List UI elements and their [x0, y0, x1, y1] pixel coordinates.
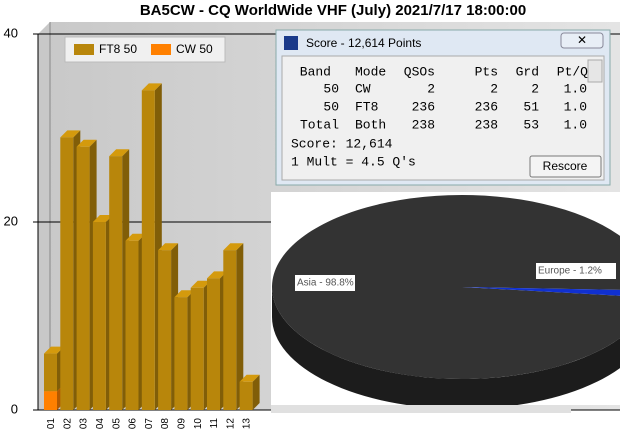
bar-top — [141, 83, 162, 91]
window-title: Score - 12,614 Points — [306, 36, 421, 50]
bar — [223, 250, 237, 410]
bar-top — [60, 130, 81, 138]
bar — [60, 137, 74, 410]
bar-top — [190, 280, 211, 288]
legend-swatch — [151, 44, 171, 55]
pie-label: Asia - 98.8% — [297, 278, 354, 289]
bar-top — [239, 374, 260, 382]
table-cell: CW — [355, 81, 371, 96]
rescore-label[interactable]: Rescore — [543, 159, 588, 173]
column-header: Band — [300, 64, 331, 79]
pie-slice — [462, 287, 620, 296]
app-icon — [284, 36, 298, 50]
bar — [44, 353, 57, 392]
bar — [141, 90, 155, 411]
bar — [92, 222, 106, 410]
table-cell: 50 — [323, 81, 339, 96]
x-tick-label: 13 — [242, 418, 253, 430]
x-tick-label: 09 — [177, 418, 188, 430]
bar — [44, 391, 57, 410]
bar-top — [223, 243, 244, 251]
y-tick-label: 0 — [11, 401, 18, 416]
pie-label: Europe - 1.2% — [538, 266, 602, 277]
table-cell: 1.0 — [564, 117, 587, 132]
pie-slice — [272, 195, 620, 379]
column-header: Mode — [355, 64, 386, 79]
table-cell: 236 — [412, 99, 435, 114]
bar — [109, 156, 123, 410]
x-tick-label: 04 — [95, 418, 106, 430]
bar — [158, 250, 172, 410]
pie-wall — [272, 287, 620, 405]
close-button[interactable] — [560, 32, 604, 49]
y-tick-label: 40 — [4, 25, 18, 40]
bar-top — [207, 271, 227, 279]
bar — [76, 146, 90, 411]
bar — [239, 381, 253, 410]
x-tick-label: 05 — [111, 418, 122, 430]
bar-side — [252, 374, 260, 410]
x-tick-label: 12 — [225, 418, 236, 430]
bar — [174, 297, 188, 410]
scrollbar[interactable] — [587, 59, 603, 83]
mult-text: 1 Mult = 4.5 Q's — [291, 154, 416, 169]
x-tick-label: 08 — [160, 418, 171, 430]
table-cell: 50 — [323, 99, 339, 114]
table-cell: 1.0 — [564, 99, 587, 114]
x-tick-label: 01 — [46, 418, 57, 430]
bar-side — [236, 243, 244, 410]
table-cell: 2 — [531, 81, 539, 96]
table-cell: 236 — [475, 99, 498, 114]
legend-label: CW 50 — [176, 42, 213, 56]
column-header: Grd — [516, 64, 539, 79]
x-tick-label: 03 — [79, 418, 90, 430]
bar-top — [92, 215, 113, 222]
x-tick-label: 11 — [209, 418, 220, 429]
legend-swatch — [74, 44, 94, 55]
rescore-button[interactable] — [529, 155, 602, 178]
table-cell: 51 — [523, 99, 539, 114]
table-cell: FT8 — [355, 99, 378, 114]
bar — [207, 278, 220, 410]
table-cell: 2 — [490, 81, 498, 96]
table-cell: Total — [300, 117, 339, 132]
x-tick-label: 10 — [193, 418, 204, 430]
x-tick-label: 02 — [62, 418, 73, 430]
bar-top — [174, 290, 195, 298]
close-icon[interactable]: ✕ — [577, 33, 587, 47]
column-header: Pts — [475, 64, 498, 79]
table-cell: 238 — [412, 117, 435, 132]
column-header: Pt/Q — [557, 64, 588, 79]
bar — [125, 240, 139, 410]
table-cell: 1.0 — [564, 81, 587, 96]
bar-top — [158, 243, 179, 251]
bar-top — [109, 149, 130, 157]
bar — [190, 287, 204, 410]
bar-top — [125, 233, 146, 241]
bar-top — [44, 346, 64, 354]
x-tick-label: 07 — [144, 418, 155, 430]
table-cell: 53 — [523, 117, 539, 132]
chart-title: BA5CW - CQ WorldWide VHF (July) 2021/7/1… — [140, 2, 526, 19]
table-cell: Both — [355, 117, 386, 132]
pie-label-box — [536, 263, 616, 279]
pie-label-box — [295, 275, 355, 291]
scrollbar-bottom — [271, 405, 571, 413]
score-text: Score: 12,614 — [291, 136, 393, 151]
x-tick-label: 06 — [128, 418, 139, 430]
y-tick-label: 20 — [4, 213, 18, 228]
bar-top — [76, 139, 97, 147]
table-cell: 2 — [427, 81, 435, 96]
legend-label: FT8 50 — [99, 42, 137, 56]
column-header: QSOs — [404, 64, 435, 79]
table-cell: 238 — [475, 117, 498, 132]
